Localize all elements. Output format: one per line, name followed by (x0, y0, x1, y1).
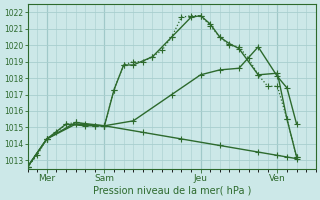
X-axis label: Pression niveau de la mer( hPa ): Pression niveau de la mer( hPa ) (92, 186, 251, 196)
